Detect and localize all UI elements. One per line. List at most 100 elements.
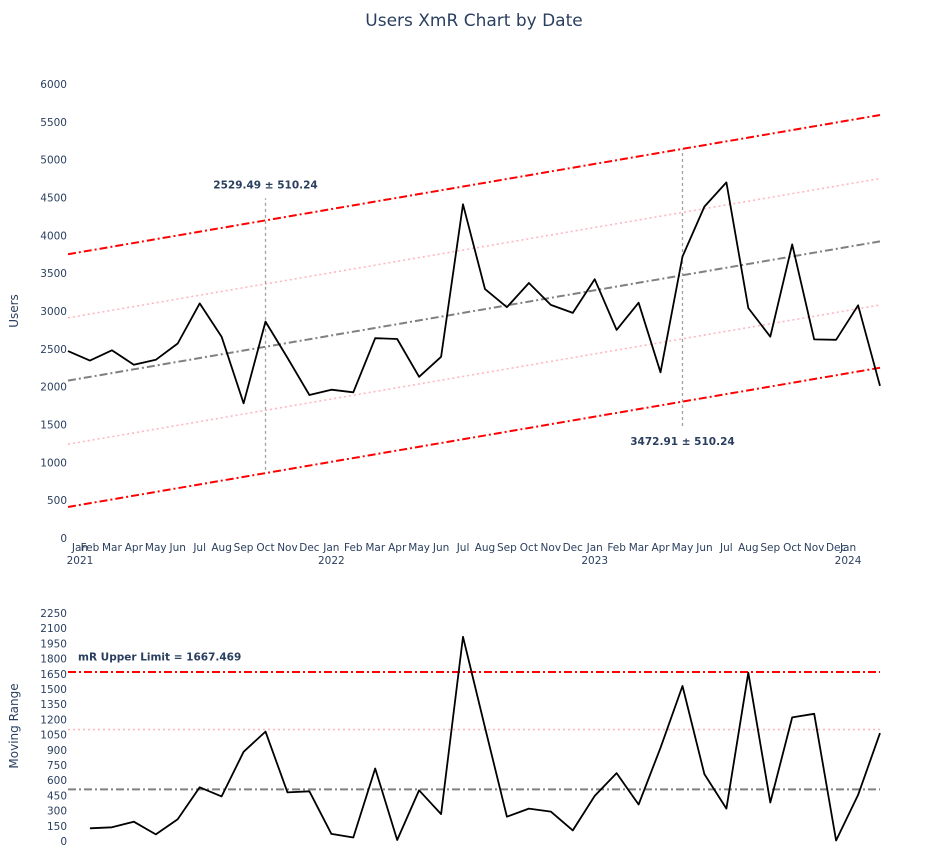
x-tick-label: Nov (804, 542, 825, 554)
moving-range-plot-area: 0 150 300 450 600 750 900 1050 1200 1350 1500 1650 1… (40, 608, 881, 848)
mr-annotation-label: mR Upper Limit = 1667.469 (78, 652, 241, 664)
x-tick-label-line: 2021 (67, 555, 94, 567)
x-tick-label-line: Dec (299, 542, 320, 554)
x-tick-label: Dec (299, 542, 320, 554)
x-tick-label: Feb (344, 542, 363, 554)
mr-y-tick-label: 750 (47, 760, 67, 772)
x-tick-label: May (672, 542, 694, 554)
x-tick-label-line: Aug (475, 542, 496, 554)
x-tick-label: Jul (192, 542, 206, 554)
x-tick-label-line: Dec (563, 542, 584, 554)
x-tick-label: Jan 2021 (67, 542, 94, 567)
x-tick-label-line: Jun (169, 542, 186, 554)
mr-y-tick-label: 1650 (40, 669, 67, 681)
x-tick-label-line: Mar (629, 542, 649, 554)
users-y-tick-label: 4000 (40, 230, 67, 242)
x-tick-label: Feb (81, 542, 100, 554)
x-tick-label-line: Feb (81, 542, 100, 554)
mr-y-tick-label: 2100 (40, 623, 67, 635)
x-tick-label: Jun (432, 542, 449, 554)
x-tick-label-line: Mar (102, 542, 122, 554)
x-tick-label-line: Jun (695, 542, 712, 554)
users-y-tick-label: 2500 (40, 344, 67, 356)
users-annotation-label: 3472.91 ± 510.24 (630, 436, 734, 448)
x-tick-label: Apr (125, 542, 144, 554)
users-y-tick-label: 1500 (40, 420, 67, 432)
mr-y-tick-label: 1200 (40, 714, 67, 726)
x-tick-label: May (408, 542, 430, 554)
x-tick-label-line: Apr (651, 542, 670, 554)
x-tick-label-line: May (408, 542, 430, 554)
users-axis-title: Users (7, 294, 21, 328)
x-tick-label: Oct (520, 542, 538, 554)
x-tick-label-line: Sep (497, 542, 517, 554)
x-tick-label: Aug (475, 542, 496, 554)
x-tick-label-line: Apr (388, 542, 407, 554)
x-tick-label: Sep (760, 542, 780, 554)
chart-title: Users XmR Chart by Date (365, 11, 582, 31)
x-tick-label-line: Oct (520, 542, 538, 554)
x-tick-label-line: Jan (586, 542, 603, 554)
x-tick-label-line: Feb (344, 542, 363, 554)
x-tick-label-line: Dec (826, 542, 847, 554)
x-tick-label: Mar (365, 542, 385, 554)
users-lower-limit-line (67, 366, 881, 508)
x-tick-label: Dec (563, 542, 584, 554)
x-tick-label-line: 2023 (581, 555, 608, 567)
x-tick-label-line: Feb (607, 542, 626, 554)
users-center-line (67, 240, 881, 382)
x-tick-label: Mar (629, 542, 649, 554)
x-tick-label-line: Oct (783, 542, 801, 554)
x-tick-label-line: Jan (322, 542, 339, 554)
users-upper-limit-line (67, 114, 881, 256)
x-tick-label-line: 2024 (835, 555, 862, 567)
mr-y-tick-label: 1350 (40, 699, 67, 711)
users-y-tick-label: 2000 (40, 382, 67, 394)
x-tick-label: May (145, 542, 167, 554)
x-tick-label-line: 2022 (318, 555, 345, 567)
users-y-tick-label: 3500 (40, 268, 67, 280)
x-tick-label: Jan 2022 (318, 542, 345, 567)
mr-y-tick-label: 450 (47, 790, 67, 802)
mr-y-tick-label: 2250 (40, 608, 67, 620)
x-tick-label-line: Aug (211, 542, 232, 554)
x-tick-label: Mar (102, 542, 122, 554)
x-tick-label: Sep (234, 542, 254, 554)
x-tick-label-line: Aug (738, 542, 759, 554)
x-tick-label: Sep (497, 542, 517, 554)
x-tick-label-line: May (145, 542, 167, 554)
users-y-tick-label: 0 (60, 533, 67, 545)
x-tick-label: Jul (456, 542, 470, 554)
x-tick-label-line: Nov (277, 542, 298, 554)
users-y-tick-label: 5500 (40, 117, 67, 129)
x-tick-label-line: Jan (839, 542, 856, 554)
mr-y-tick-label: 1050 (40, 730, 67, 742)
users-y-tick-label: 6000 (40, 79, 67, 91)
mr-y-tick-label: 900 (47, 745, 67, 757)
users-y-tick-label: 500 (47, 495, 67, 507)
x-tick-label: Jul (719, 542, 733, 554)
users-y-tick-label: 1000 (40, 457, 67, 469)
x-tick-label-line: Nov (804, 542, 825, 554)
mr-y-tick-label: 1800 (40, 654, 67, 666)
x-tick-label: Nov (277, 542, 298, 554)
x-tick-label: Oct (783, 542, 801, 554)
mr-y-tick-label: 300 (47, 806, 67, 818)
mr-y-tick-label: 1500 (40, 684, 67, 696)
users-lower-mid-line (67, 304, 881, 445)
x-tick-label-line: Jul (719, 542, 733, 554)
x-tick-label: Oct (256, 542, 274, 554)
x-tick-label-line: Jun (432, 542, 449, 554)
x-tick-label-line: Mar (365, 542, 385, 554)
moving-range-axis-title: Moving Range (7, 683, 21, 768)
users-annotation-label: 2529.49 ± 510.24 (213, 179, 317, 191)
mr-y-tick-label: 1950 (40, 638, 67, 650)
x-tick-label-line: May (672, 542, 694, 554)
mr-y-tick-label: 0 (60, 836, 67, 848)
users-series-line (67, 181, 881, 405)
x-tick-label: Jan 2023 (581, 542, 608, 567)
x-tick-label-line: Jan (71, 542, 88, 554)
x-tick-label-line: Jul (192, 542, 206, 554)
x-tick-label: Feb (607, 542, 626, 554)
x-tick-label: Aug (738, 542, 759, 554)
